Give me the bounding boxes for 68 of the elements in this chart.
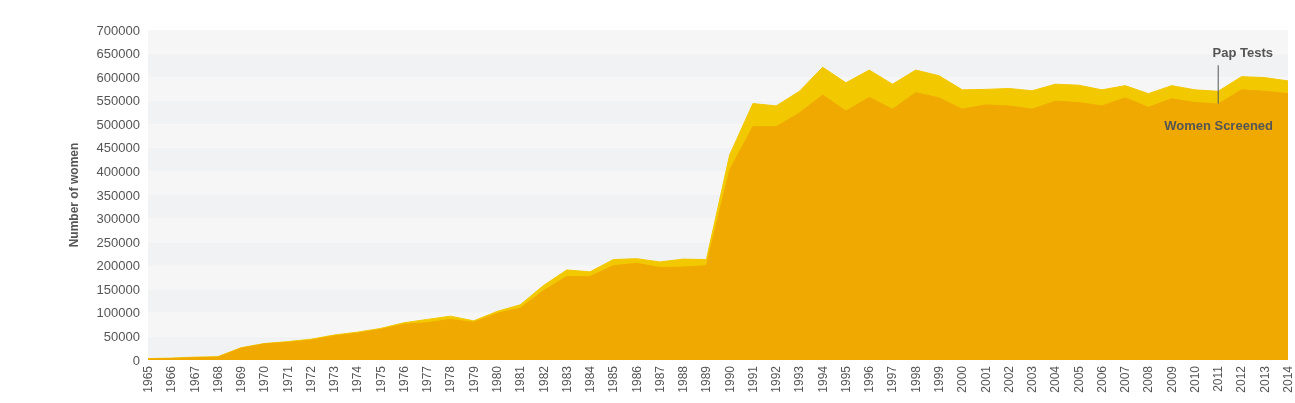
x-tick-label: 1992: [769, 365, 784, 393]
x-tick-label: 1993: [792, 365, 807, 393]
x-tick-label: 2010: [1187, 365, 1202, 393]
x-tick-label: 1983: [559, 365, 574, 393]
x-tick-label: 1976: [396, 365, 411, 393]
y-tick-label: 450000: [96, 140, 140, 156]
x-tick-label: 1999: [932, 365, 947, 393]
x-tick-label: 1985: [606, 365, 621, 393]
y-tick-label: 550000: [96, 93, 140, 109]
x-tick-label: 2008: [1141, 365, 1156, 393]
x-tick-label: 1990: [722, 365, 737, 393]
x-tick-label: 2013: [1257, 365, 1272, 393]
x-tick-label: 1971: [280, 365, 295, 393]
x-tick-label: 2005: [1071, 365, 1086, 393]
y-tick-label: 250000: [96, 234, 140, 250]
series-label: Pap Tests: [1212, 45, 1273, 61]
x-tick-label: 1972: [303, 365, 318, 393]
x-tick-label: 2004: [1048, 365, 1063, 393]
x-tick-label: 2006: [1094, 365, 1109, 393]
y-axis-title: Number of women: [67, 142, 81, 248]
x-tick-label: 1989: [699, 365, 714, 393]
x-tick-label: 1973: [327, 365, 342, 393]
x-tick-label: 1967: [187, 365, 202, 393]
x-tick-label: 1988: [676, 365, 691, 393]
x-tick-label: 1981: [513, 365, 528, 393]
y-tick-label: 100000: [96, 305, 140, 321]
x-tick-label: 1982: [536, 365, 551, 393]
x-tick-label: 1996: [862, 365, 877, 393]
x-tick-label: 2002: [1001, 365, 1016, 393]
x-tick-label: 1969: [234, 365, 249, 393]
x-tick-label: 1987: [652, 365, 667, 393]
x-tick-label: 1997: [885, 365, 900, 393]
x-tick-label: 2001: [978, 365, 993, 393]
x-tick-label: 2011: [1211, 365, 1226, 392]
x-tick-label: 2003: [1025, 365, 1040, 393]
x-tick-label: 2009: [1164, 365, 1179, 393]
x-tick-label: 1994: [815, 365, 830, 393]
x-tick-label: 1965: [141, 365, 155, 393]
x-tick-label: 2000: [955, 365, 970, 393]
y-tick-label: 150000: [96, 281, 140, 297]
y-tick-label: 650000: [96, 46, 140, 62]
y-tick-label: 300000: [96, 211, 140, 227]
series-label: Women Screened: [1164, 118, 1274, 134]
x-tick-label: 1975: [373, 365, 388, 393]
y-tick-label: 500000: [96, 116, 140, 132]
x-tick-label: 1977: [420, 365, 435, 393]
y-tick-label: 350000: [96, 187, 140, 203]
y-tick-label: 200000: [96, 258, 140, 274]
x-tick-label: 1968: [210, 365, 225, 393]
y-tick-label: 400000: [96, 163, 140, 179]
x-tick-label: 2012: [1234, 365, 1249, 393]
x-tick-label: 1966: [164, 365, 179, 393]
x-tick-label: 1974: [350, 365, 365, 393]
x-tick-label: 1978: [443, 365, 458, 393]
x-tick-label: 1970: [257, 365, 272, 393]
x-tick-label: 1986: [629, 365, 644, 393]
y-tick-label: 50000: [103, 328, 140, 344]
x-tick-label: 2014: [1281, 365, 1295, 393]
y-tick-label: 700000: [96, 22, 140, 38]
x-tick-label: 1984: [583, 365, 598, 393]
x-tick-label: 1980: [489, 365, 504, 393]
x-tick-label: 1991: [745, 365, 760, 393]
x-tick-label: 1979: [466, 365, 481, 393]
x-tick-label: 2007: [1118, 365, 1133, 393]
x-tick-label: 1998: [908, 365, 923, 393]
x-tick-label: 1995: [838, 365, 853, 393]
y-tick-label: 0: [132, 352, 140, 368]
y-tick-label: 600000: [96, 69, 140, 85]
